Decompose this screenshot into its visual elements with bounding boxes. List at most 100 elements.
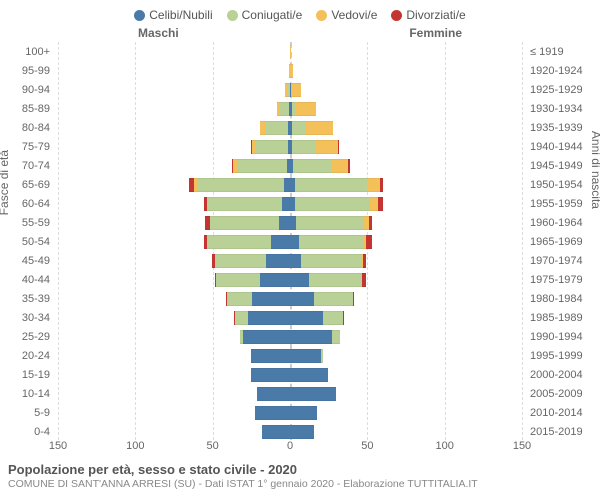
pyramid-row: 40-441975-1979 xyxy=(8,270,592,289)
bar-segment xyxy=(237,159,287,173)
female-bar xyxy=(290,425,526,439)
bar-area xyxy=(54,292,526,306)
birth-label: 1980-1984 xyxy=(526,293,592,305)
bar-segment xyxy=(243,330,290,344)
female-bar xyxy=(290,387,526,401)
bar-segment xyxy=(265,121,289,135)
bar-segment xyxy=(362,273,365,287)
male-bar xyxy=(54,102,290,116)
female-bar xyxy=(290,273,526,287)
female-bar xyxy=(290,121,526,135)
male-bar xyxy=(54,235,290,249)
x-tick: 50 xyxy=(207,440,219,452)
pyramid-row: 25-291990-1994 xyxy=(8,327,592,346)
age-label: 20-24 xyxy=(8,350,54,362)
pyramid-row: 15-192000-2004 xyxy=(8,365,592,384)
bar-segment xyxy=(316,140,338,154)
bar-segment xyxy=(251,349,290,363)
male-bar xyxy=(54,406,290,420)
bar-area xyxy=(54,83,526,97)
bar-segment xyxy=(369,216,372,230)
age-label: 55-59 xyxy=(8,217,54,229)
pyramid-row: 30-341985-1989 xyxy=(8,308,592,327)
bar-area xyxy=(54,235,526,249)
bar-segment xyxy=(255,406,290,420)
pyramid-row: 20-24 1995-1999 xyxy=(8,346,592,365)
female-bar xyxy=(290,197,526,211)
male-bar xyxy=(54,273,290,287)
birth-label: 2000-2004 xyxy=(526,369,592,381)
chart-container: Celibi/Nubili Coniugati/e Vedovi/e Divorzia… xyxy=(0,0,600,500)
birth-label: 1960-1964 xyxy=(526,217,592,229)
header-male: Maschi xyxy=(138,26,179,40)
legend-label: Celibi/Nubili xyxy=(149,8,212,22)
bar-segment xyxy=(290,311,323,325)
female-bar xyxy=(290,254,526,268)
male-bar xyxy=(54,45,290,59)
bar-area xyxy=(54,140,526,154)
pyramid-row: 60-641955-1959 xyxy=(8,194,592,213)
x-tick: 150 xyxy=(49,440,67,452)
bar-segment xyxy=(290,349,321,363)
birth-label: 1975-1979 xyxy=(526,274,592,286)
bar-area xyxy=(54,330,526,344)
legend-item: Coniugati/e xyxy=(227,8,303,22)
male-bar xyxy=(54,159,290,173)
bar-area xyxy=(54,368,526,382)
legend-item: Vedovi/e xyxy=(316,8,377,22)
male-bar xyxy=(54,292,290,306)
bar-segment xyxy=(271,235,290,249)
bar-area xyxy=(54,159,526,173)
male-bar xyxy=(54,368,290,382)
chart-title: Popolazione per età, sesso e stato civil… xyxy=(8,462,592,477)
header-female: Femmine xyxy=(409,26,462,40)
bar-segment xyxy=(290,45,291,59)
bar-segment xyxy=(301,254,362,268)
birth-label: 2010-2014 xyxy=(526,407,592,419)
x-tick: 150 xyxy=(513,440,531,452)
birth-label: 1970-1974 xyxy=(526,255,592,267)
male-bar xyxy=(54,83,290,97)
female-bar xyxy=(290,406,526,420)
legend-item: Celibi/Nubili xyxy=(134,8,212,22)
age-label: 100+ xyxy=(8,46,54,58)
male-bar xyxy=(54,197,290,211)
bar-area xyxy=(54,197,526,211)
birth-label: 1995-1999 xyxy=(526,350,592,362)
bar-area xyxy=(54,64,526,78)
bar-segment xyxy=(292,140,316,154)
age-label: 90-94 xyxy=(8,84,54,96)
bar-segment xyxy=(290,368,328,382)
bar-segment xyxy=(380,178,383,192)
bar-segment xyxy=(323,311,343,325)
female-bar xyxy=(290,292,526,306)
female-bar xyxy=(290,330,526,344)
bar-segment xyxy=(305,121,333,135)
bar-segment xyxy=(332,159,348,173)
legend-item: Divorziati/e xyxy=(391,8,465,22)
pyramid-row: 10-142005-2009 xyxy=(8,384,592,403)
male-bar xyxy=(54,387,290,401)
pyramid-row: 55-59 1960-1964 xyxy=(8,213,592,232)
legend-swatch xyxy=(227,10,238,21)
bar-area xyxy=(54,102,526,116)
age-label: 80-84 xyxy=(8,122,54,134)
pyramid-row: 45-49 1970-1974 xyxy=(8,251,592,270)
pyramid-row: 0-42015-2019 xyxy=(8,422,592,441)
birth-label: 2005-2009 xyxy=(526,388,592,400)
age-label: 45-49 xyxy=(8,255,54,267)
pyramid-row: 70-741945-1949 xyxy=(8,156,592,175)
bar-segment xyxy=(343,311,344,325)
age-label: 60-64 xyxy=(8,198,54,210)
bar-segment xyxy=(353,292,355,306)
bar-area xyxy=(54,216,526,230)
legend-swatch xyxy=(316,10,327,21)
bar-segment xyxy=(290,64,293,78)
male-bar xyxy=(54,349,290,363)
bar-segment xyxy=(338,140,339,154)
female-bar xyxy=(290,311,526,325)
female-bar xyxy=(290,83,526,97)
bar-segment xyxy=(348,159,350,173)
male-bar xyxy=(54,64,290,78)
footer: Popolazione per età, sesso e stato civil… xyxy=(8,462,592,490)
